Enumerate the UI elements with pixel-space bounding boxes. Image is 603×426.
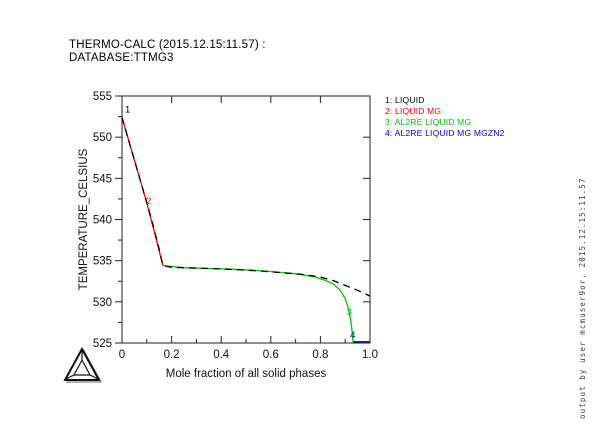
legend: 1: LIQUID 2: LIQUID MG 3: AL2RE LIQUID MG 4… <box>385 95 505 139</box>
x-tick-label: 0.2 <box>164 349 180 361</box>
legend-item-1: 1: LIQUID <box>385 95 425 105</box>
title-line-2: DATABASE:TTMG3 <box>69 52 174 64</box>
thermo-calc-logo-icon <box>63 346 103 383</box>
curve-label-3: 3 <box>346 307 351 318</box>
x-tick-label: 0.8 <box>312 349 328 361</box>
y-tick-label: 550 <box>93 132 112 144</box>
y-tick-label: 555 <box>93 91 112 103</box>
y-axis: 525 530 535 540 545 550 555 <box>93 91 370 350</box>
x-tick-label: 0 <box>119 349 125 361</box>
plot-header: THERMO-CALC (2015.12.15:11.57) : DATABAS… <box>69 39 266 65</box>
curve-label-4: 4 <box>350 330 355 341</box>
curve-label-2: 2 <box>146 196 151 207</box>
legend-item-3: 3: AL2RE LIQUID MG <box>385 117 472 127</box>
y-tick-label: 535 <box>93 256 112 268</box>
curve-label-1: 1 <box>125 104 130 115</box>
x-tick-label: 1.0 <box>362 349 378 361</box>
y-tick-label: 525 <box>93 338 112 350</box>
curve-liquid-mg <box>121 117 164 266</box>
x-axis-label: Mole fraction of all solid phases <box>166 368 327 380</box>
y-tick-label: 530 <box>93 297 112 309</box>
x-tick-label: 0.6 <box>263 349 279 361</box>
output-credit-text: output by user mcmuser9or, 2015.12.15:11… <box>578 177 587 419</box>
curve-al2re-liquid-mg <box>162 264 354 342</box>
y-tick-label: 545 <box>93 173 112 185</box>
plot-frame <box>121 95 371 344</box>
y-axis-label: TEMPERATURE_CELSIUS <box>78 148 90 290</box>
x-axis: 0 0.2 0.4 0.6 0.8 1.0 <box>119 96 378 361</box>
title-line-1: THERMO-CALC (2015.12.15:11.57) : <box>69 39 266 51</box>
curve-liquid <box>121 117 371 297</box>
legend-item-4: 4: AL2RE LIQUID MG MGZN2 <box>385 128 505 138</box>
y-tick-label: 540 <box>93 215 112 227</box>
curve-number-labels: 1 2 3 4 <box>125 104 355 341</box>
x-tick-label: 0.4 <box>213 349 230 361</box>
legend-item-2: 2: LIQUID MG <box>385 106 442 116</box>
